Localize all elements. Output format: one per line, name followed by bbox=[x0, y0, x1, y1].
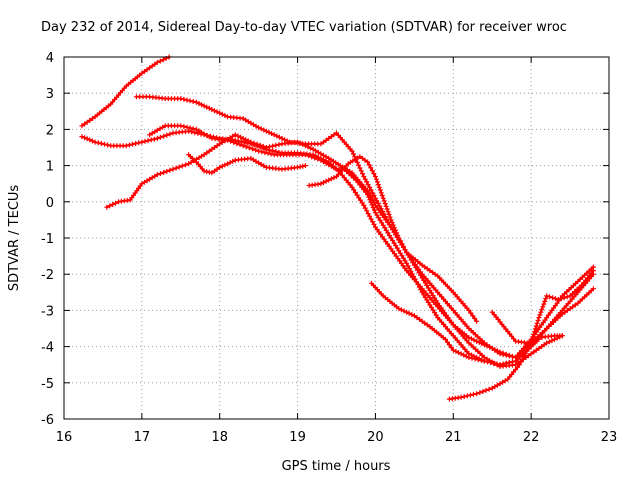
y-tick-label: -1 bbox=[41, 232, 54, 247]
data-point-markers bbox=[186, 152, 308, 176]
series-markers bbox=[186, 152, 308, 176]
x-tick-labels: 16 17 18 19 20 21 22 23 bbox=[56, 430, 618, 445]
series-markers bbox=[306, 154, 480, 324]
series-track-6 bbox=[186, 152, 308, 176]
x-tick-label: 23 bbox=[601, 430, 618, 445]
series-markers bbox=[369, 280, 542, 368]
x-tick-label: 20 bbox=[367, 430, 384, 445]
series-markers bbox=[147, 123, 596, 368]
x-axis-label: GPS time / hours bbox=[282, 459, 391, 474]
x-tick-label: 18 bbox=[211, 430, 228, 445]
x-tick-label: 22 bbox=[523, 430, 540, 445]
series-track-8 bbox=[369, 280, 542, 368]
data-series bbox=[79, 54, 596, 402]
y-tick-label: -2 bbox=[41, 268, 54, 283]
series-track-5 bbox=[104, 132, 565, 369]
y-tick-label: -6 bbox=[41, 413, 54, 428]
x-tick-label: 16 bbox=[56, 430, 73, 445]
x-tick-label: 19 bbox=[289, 430, 306, 445]
y-tick-label: -4 bbox=[41, 341, 54, 356]
series-track-7 bbox=[306, 154, 480, 324]
data-point-markers bbox=[369, 280, 542, 368]
y-tick-label: -5 bbox=[41, 377, 54, 392]
series-track-9 bbox=[446, 268, 596, 402]
y-tick-label: 0 bbox=[46, 196, 54, 211]
series-line bbox=[448, 269, 595, 401]
data-point-markers bbox=[147, 123, 596, 368]
plot-frame bbox=[63, 56, 610, 420]
x-tick-label: 17 bbox=[134, 430, 151, 445]
x-tick-label: 21 bbox=[445, 430, 462, 445]
series-markers bbox=[489, 309, 565, 346]
series-line bbox=[148, 124, 595, 366]
gridlines bbox=[64, 57, 609, 419]
y-tick-labels: -6 -5 -4 -3 -2 -1 0 1 2 3 4 bbox=[41, 51, 54, 428]
data-point-markers bbox=[446, 268, 596, 402]
y-tick-label: 3 bbox=[46, 87, 54, 102]
data-point-markers bbox=[306, 154, 480, 324]
series-track-4 bbox=[147, 123, 596, 368]
series-markers bbox=[79, 54, 172, 129]
data-point-markers bbox=[489, 309, 565, 346]
series-markers bbox=[446, 268, 596, 402]
y-tick-label: -3 bbox=[41, 304, 54, 319]
y-tick-label: 4 bbox=[46, 51, 54, 66]
data-point-markers bbox=[79, 54, 172, 129]
y-tick-label: 1 bbox=[46, 160, 54, 175]
y-axis-label: SDTVAR / TECUs bbox=[7, 185, 22, 292]
series-track-1 bbox=[79, 54, 172, 129]
y-tick-label: 2 bbox=[46, 123, 54, 138]
chart-title: Day 232 of 2014, Sidereal Day-to-day VTE… bbox=[41, 20, 567, 35]
series-track-10 bbox=[489, 309, 565, 346]
